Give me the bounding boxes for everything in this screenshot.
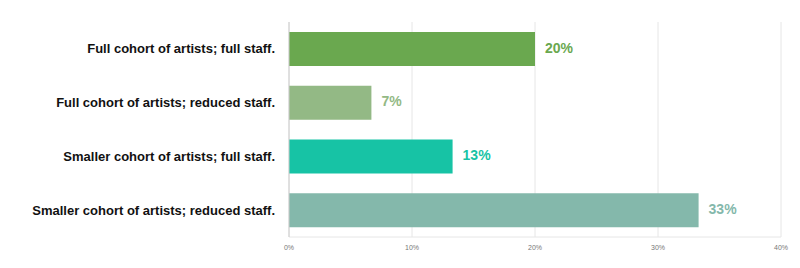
svg-text:13%: 13% xyxy=(463,147,492,163)
svg-text:Smaller cohort of artists; red: Smaller cohort of artists; reduced staff… xyxy=(32,203,275,218)
svg-text:33%: 33% xyxy=(709,201,738,217)
svg-text:30%: 30% xyxy=(651,244,665,251)
svg-text:10%: 10% xyxy=(405,244,419,251)
svg-text:20%: 20% xyxy=(528,244,542,251)
svg-text:Smaller cohort of artists; ful: Smaller cohort of artists; full staff. xyxy=(63,149,275,164)
svg-text:0%: 0% xyxy=(284,244,294,251)
svg-text:Full cohort of artists; reduce: Full cohort of artists; reduced staff. xyxy=(56,95,275,110)
svg-text:Full cohort of artists; full s: Full cohort of artists; full staff. xyxy=(87,41,275,56)
svg-text:7%: 7% xyxy=(381,93,402,109)
svg-text:40%: 40% xyxy=(774,244,788,251)
svg-text:20%: 20% xyxy=(545,40,574,56)
